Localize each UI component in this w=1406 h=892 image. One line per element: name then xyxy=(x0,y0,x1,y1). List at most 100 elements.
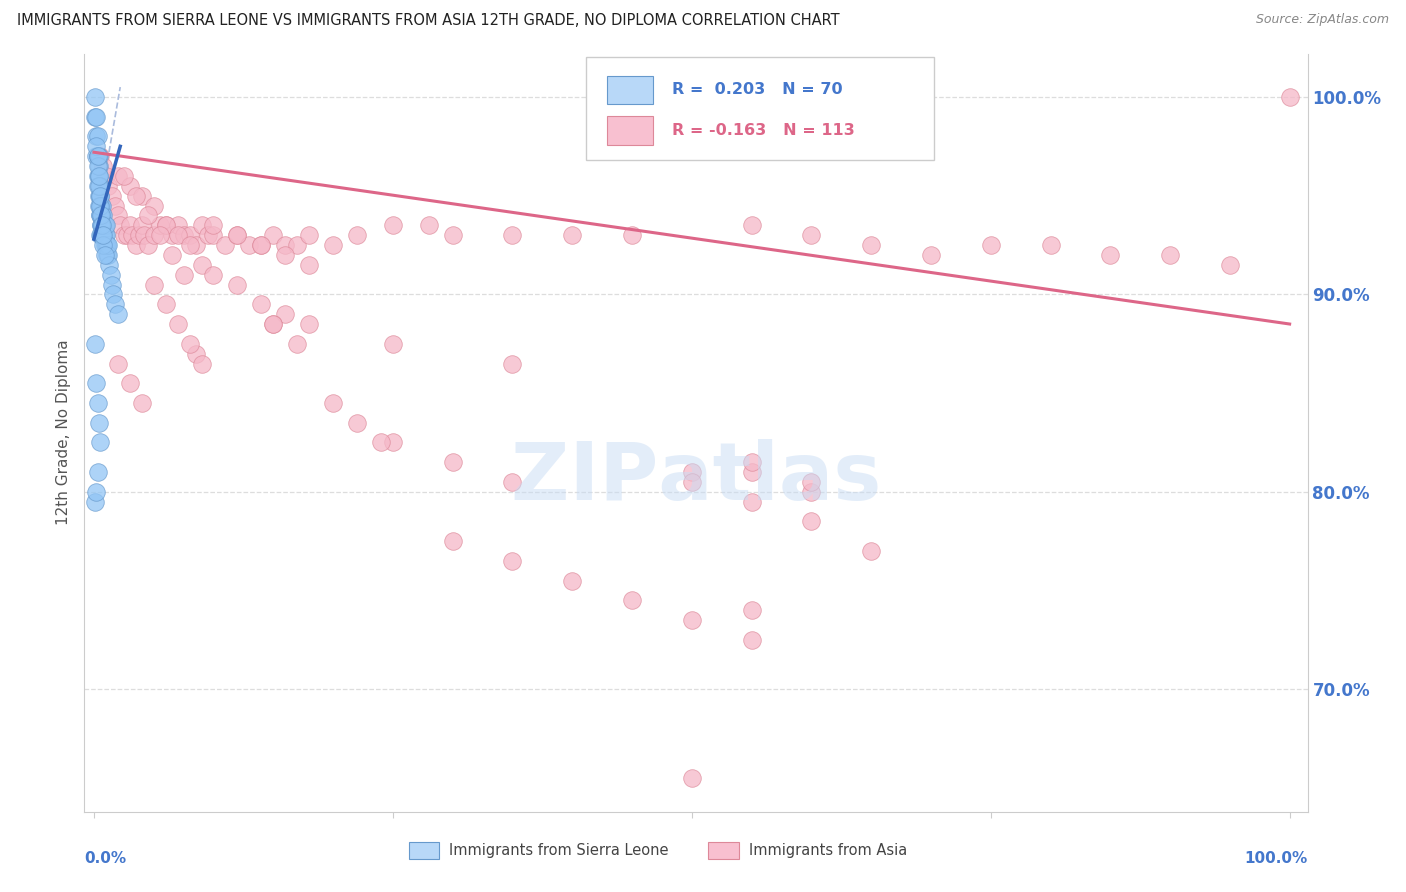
Point xyxy=(166,228,188,243)
Point xyxy=(860,544,883,558)
Point xyxy=(262,228,284,243)
Point xyxy=(1099,248,1122,262)
Point xyxy=(250,238,273,252)
Point xyxy=(87,198,110,212)
Point xyxy=(226,228,249,243)
Point xyxy=(121,228,143,243)
Point xyxy=(346,228,368,243)
Point xyxy=(1159,248,1181,262)
Point xyxy=(418,219,440,233)
Point xyxy=(91,228,114,243)
Point xyxy=(118,178,141,193)
Point xyxy=(93,228,115,243)
Point xyxy=(87,188,110,202)
Point xyxy=(134,228,156,243)
Point xyxy=(741,494,763,508)
Point xyxy=(86,110,108,124)
Point xyxy=(298,228,321,243)
Point xyxy=(920,248,942,262)
Point xyxy=(89,149,111,163)
Point xyxy=(89,209,111,223)
Point xyxy=(179,238,201,252)
Point xyxy=(179,228,201,243)
Text: Source: ZipAtlas.com: Source: ZipAtlas.com xyxy=(1256,13,1389,27)
Y-axis label: 12th Grade, No Diploma: 12th Grade, No Diploma xyxy=(56,340,72,525)
Point xyxy=(166,317,188,331)
FancyBboxPatch shape xyxy=(409,842,439,859)
Point xyxy=(96,238,118,252)
Point xyxy=(97,248,120,262)
Point xyxy=(741,603,763,617)
Point xyxy=(86,149,108,163)
Point xyxy=(107,209,129,223)
Point xyxy=(197,228,219,243)
Point xyxy=(561,228,583,243)
Point xyxy=(112,228,135,243)
Point xyxy=(86,139,108,153)
Point xyxy=(149,219,172,233)
Point xyxy=(741,455,763,469)
Point xyxy=(93,219,115,233)
Point xyxy=(184,346,207,360)
Point xyxy=(179,336,201,351)
Point xyxy=(441,228,464,243)
Point xyxy=(87,159,110,173)
Point xyxy=(93,238,115,252)
Point xyxy=(90,219,112,233)
Point xyxy=(142,198,165,212)
Point xyxy=(86,465,108,479)
Point xyxy=(155,297,177,311)
Point xyxy=(86,149,108,163)
Point xyxy=(87,169,110,183)
Point xyxy=(226,277,249,292)
Point xyxy=(97,178,120,193)
Point xyxy=(89,209,111,223)
Point xyxy=(117,228,139,243)
Point xyxy=(190,357,212,371)
Point xyxy=(90,219,112,233)
Point xyxy=(142,228,165,243)
FancyBboxPatch shape xyxy=(586,57,935,160)
Point xyxy=(125,188,148,202)
Point xyxy=(86,129,108,144)
Point xyxy=(202,219,225,233)
Point xyxy=(741,465,763,479)
Point xyxy=(89,435,111,450)
Point xyxy=(84,90,107,104)
Point xyxy=(441,534,464,549)
Point xyxy=(86,149,108,163)
Point xyxy=(90,198,112,212)
Point xyxy=(226,228,249,243)
Point xyxy=(173,268,195,282)
Point xyxy=(250,297,273,311)
Point xyxy=(285,336,308,351)
Point xyxy=(1219,258,1241,272)
Point xyxy=(89,198,111,212)
Point xyxy=(91,198,114,212)
Point xyxy=(800,475,823,489)
Point xyxy=(90,228,112,243)
Point xyxy=(250,238,273,252)
Point xyxy=(86,178,108,193)
Point xyxy=(142,277,165,292)
Point xyxy=(94,169,117,183)
Point xyxy=(346,416,368,430)
Point xyxy=(94,219,117,233)
Point xyxy=(86,484,108,499)
Point xyxy=(381,219,404,233)
Point xyxy=(262,317,284,331)
Point xyxy=(84,494,107,508)
Point xyxy=(87,178,110,193)
Point xyxy=(89,188,111,202)
Point xyxy=(93,228,115,243)
Point xyxy=(136,238,159,252)
Point xyxy=(800,484,823,499)
Point xyxy=(238,238,260,252)
Point xyxy=(184,238,207,252)
Point xyxy=(274,248,297,262)
Point xyxy=(93,228,115,243)
Point xyxy=(190,258,212,272)
Point xyxy=(285,238,308,252)
Point xyxy=(93,209,115,223)
FancyBboxPatch shape xyxy=(606,76,654,104)
